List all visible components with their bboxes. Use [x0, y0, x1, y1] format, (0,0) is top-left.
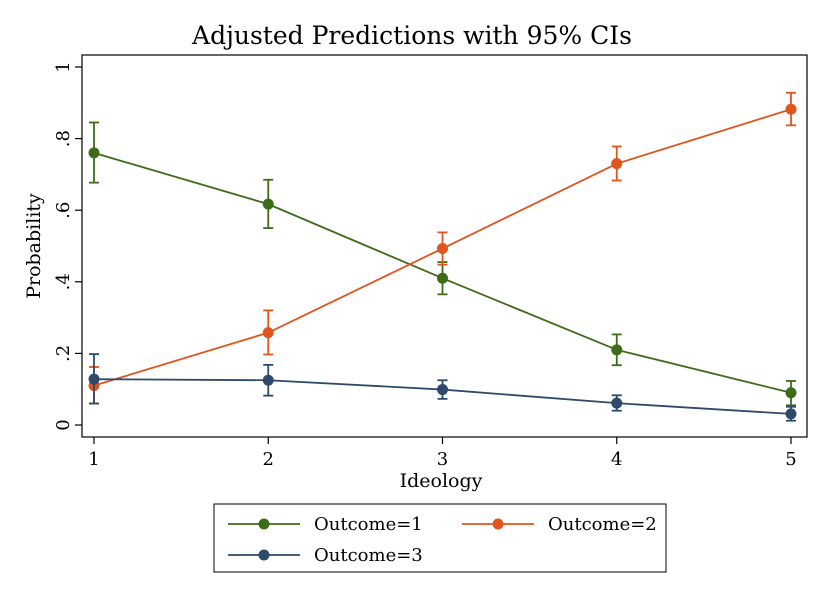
legend-marker [258, 549, 270, 561]
y-tick-label: .6 [53, 202, 74, 219]
data-point [785, 408, 797, 420]
chart-title: Adjusted Predictions with 95% CIs [191, 21, 632, 50]
legend: Outcome=1 Outcome=2 Outcome=3 [213, 503, 667, 573]
data-point [611, 344, 623, 356]
plot-area [81, 54, 808, 438]
data-point [437, 243, 448, 255]
data-point [262, 198, 274, 210]
x-tick-label: 4 [611, 449, 622, 470]
series-group [88, 353, 797, 422]
y-tick-label: .2 [53, 345, 74, 362]
y-tick-label: 0 [53, 419, 74, 430]
x-axis-label: Ideology [400, 470, 483, 492]
legend-marker [492, 518, 504, 530]
legend-marker [258, 518, 270, 530]
y-tick-label: 1 [53, 61, 74, 72]
data-point [437, 272, 448, 284]
data-point [611, 397, 623, 409]
data-point [88, 147, 100, 159]
x-tick-label: 5 [785, 449, 796, 470]
axes: 1 2 3 4 5 0 .2 .4 .6 .8 1 [53, 61, 797, 470]
data-point [262, 374, 274, 386]
legend-label: Outcome=3 [314, 545, 423, 566]
series-group [88, 121, 797, 407]
data-point [611, 158, 623, 170]
legend-label: Outcome=2 [548, 514, 657, 535]
y-tick-label: .4 [53, 273, 74, 290]
series-group [88, 91, 797, 405]
x-tick-label: 3 [437, 449, 448, 470]
data-point [437, 384, 448, 396]
data-point [785, 387, 797, 399]
data-point [262, 327, 274, 339]
data-point [88, 373, 100, 385]
y-axis-label: Probability [23, 193, 45, 299]
y-tick-label: .8 [53, 130, 74, 147]
x-tick-label: 1 [88, 449, 99, 470]
legend-box [213, 503, 667, 573]
data-point [785, 103, 797, 115]
x-tick-label: 2 [263, 449, 274, 470]
legend-label: Outcome=1 [314, 514, 423, 535]
series-layer [88, 91, 797, 422]
legend-items: Outcome=1 Outcome=2 Outcome=3 [228, 514, 657, 566]
